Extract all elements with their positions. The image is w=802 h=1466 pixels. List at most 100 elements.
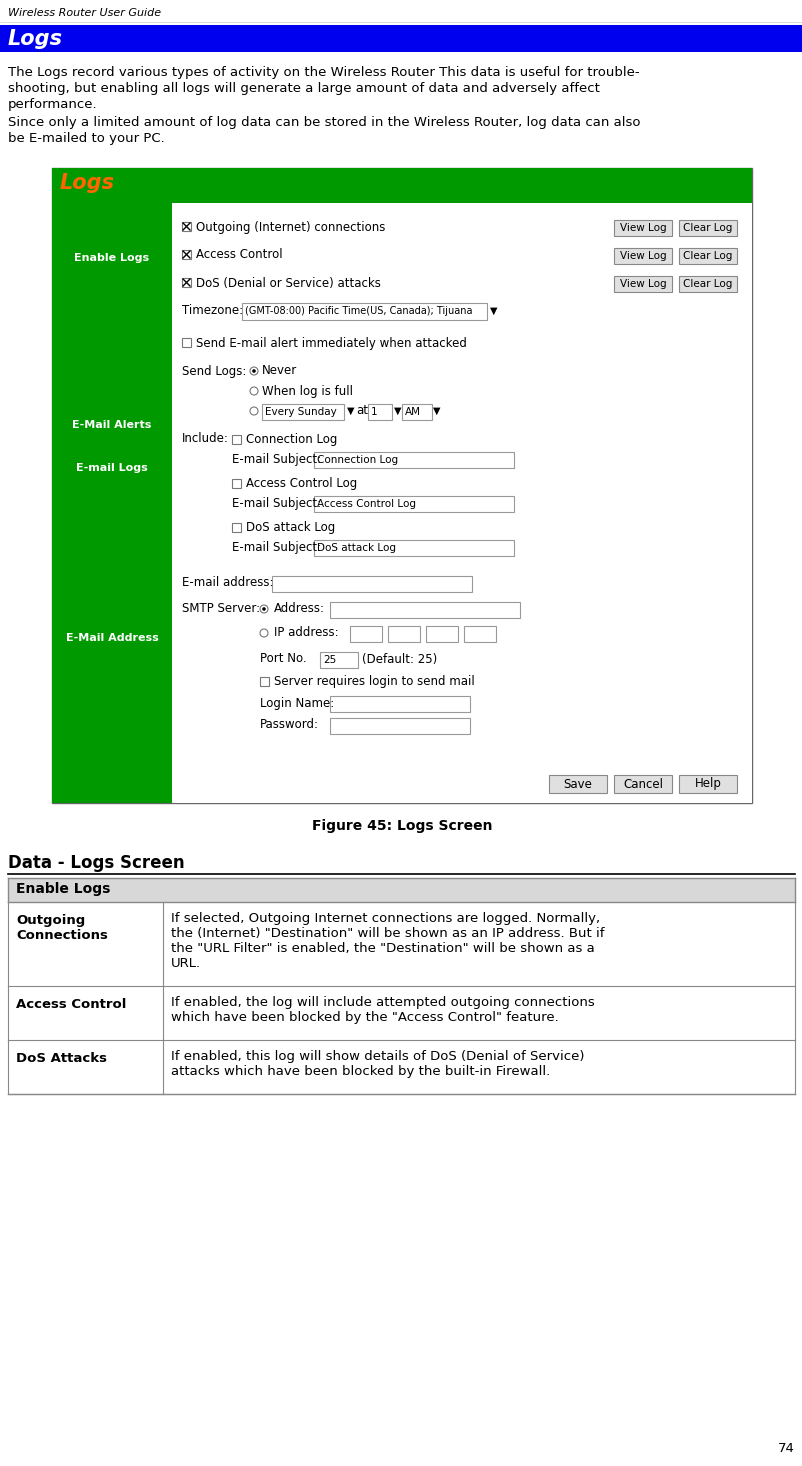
- Text: ▼: ▼: [394, 406, 401, 416]
- Text: Access Control Log: Access Control Log: [245, 476, 357, 490]
- Circle shape: [249, 387, 257, 394]
- Text: Logs: Logs: [60, 173, 115, 194]
- Bar: [549, 776, 606, 793]
- Bar: [241, 303, 486, 320]
- Text: 25: 25: [322, 655, 336, 666]
- Bar: [8, 878, 794, 902]
- Text: Server requires login to send mail: Server requires login to send mail: [273, 674, 474, 688]
- Text: Address:: Address:: [273, 603, 325, 616]
- Bar: [387, 626, 419, 642]
- Text: ▼: ▼: [346, 406, 354, 416]
- Text: View Log: View Log: [619, 279, 666, 289]
- Text: Figure 45: Logs Screen: Figure 45: Logs Screen: [311, 819, 492, 833]
- Bar: [614, 776, 671, 793]
- Bar: [314, 496, 513, 512]
- Text: DoS Attacks: DoS Attacks: [16, 1053, 107, 1064]
- Text: View Log: View Log: [619, 223, 666, 233]
- Text: performance.: performance.: [8, 98, 98, 111]
- Text: Timezone:: Timezone:: [182, 305, 243, 318]
- Text: Save: Save: [563, 777, 592, 790]
- Bar: [678, 276, 736, 292]
- Text: SMTP Server:: SMTP Server:: [182, 603, 260, 616]
- Text: DoS attack Log: DoS attack Log: [245, 520, 334, 534]
- Text: E-mail Subject:: E-mail Subject:: [232, 453, 321, 466]
- Bar: [232, 479, 241, 488]
- Text: View Log: View Log: [619, 251, 666, 261]
- Text: Access Control: Access Control: [16, 998, 126, 1012]
- Text: Since only a limited amount of log data can be stored in the Wireless Router, lo: Since only a limited amount of log data …: [8, 116, 640, 129]
- Text: Access Control: Access Control: [196, 249, 282, 261]
- Text: Enable Logs: Enable Logs: [75, 254, 149, 262]
- Text: (GMT-08:00) Pacific Time(US, Canada); Tijuana: (GMT-08:00) Pacific Time(US, Canada); Ti…: [245, 306, 472, 317]
- Text: Include:: Include:: [182, 432, 229, 446]
- Text: Outgoing (Internet) connections: Outgoing (Internet) connections: [196, 220, 385, 233]
- Bar: [260, 677, 269, 686]
- Text: E-mail Subject:: E-mail Subject:: [232, 497, 321, 510]
- Text: the "URL Filter" is enabled, the "Destination" will be shown as a: the "URL Filter" is enabled, the "Destin…: [171, 943, 594, 954]
- Text: Wireless Router User Guide: Wireless Router User Guide: [8, 7, 161, 18]
- Text: Connection Log: Connection Log: [317, 454, 398, 465]
- Circle shape: [262, 607, 265, 611]
- Text: the (Internet) "Destination" will be shown as an IP address. But if: the (Internet) "Destination" will be sho…: [171, 927, 604, 940]
- Circle shape: [260, 605, 268, 613]
- Bar: [614, 248, 671, 264]
- Bar: [182, 221, 191, 232]
- Text: be E-mailed to your PC.: be E-mailed to your PC.: [8, 132, 164, 145]
- Text: Port No.: Port No.: [260, 652, 306, 666]
- Bar: [330, 718, 469, 734]
- Bar: [614, 276, 671, 292]
- Bar: [261, 405, 343, 419]
- Bar: [52, 169, 751, 803]
- Bar: [182, 279, 191, 287]
- Bar: [52, 169, 751, 202]
- Text: Login Name:: Login Name:: [260, 696, 334, 710]
- Text: E-Mail Address: E-Mail Address: [66, 633, 158, 644]
- Text: Data - Logs Screen: Data - Logs Screen: [8, 855, 184, 872]
- Circle shape: [249, 408, 257, 415]
- Text: Never: Never: [261, 365, 297, 378]
- Text: The Logs record various types of activity on the Wireless Router This data is us: The Logs record various types of activit…: [8, 66, 639, 79]
- Bar: [330, 603, 520, 619]
- Text: When log is full: When log is full: [261, 384, 353, 397]
- Text: 74: 74: [777, 1443, 794, 1454]
- Bar: [464, 626, 496, 642]
- Text: ▼: ▼: [432, 406, 440, 416]
- Bar: [678, 776, 736, 793]
- Text: Password:: Password:: [260, 718, 318, 732]
- Text: ▼: ▼: [489, 306, 497, 317]
- Bar: [182, 339, 191, 347]
- Bar: [232, 435, 241, 444]
- Bar: [314, 539, 513, 556]
- Text: IP address:: IP address:: [273, 626, 338, 639]
- Text: Access Control Log: Access Control Log: [317, 498, 415, 509]
- Text: Logs: Logs: [8, 29, 63, 48]
- Text: E-mail Logs: E-mail Logs: [76, 463, 148, 474]
- Text: If enabled, the log will include attempted outgoing connections: If enabled, the log will include attempt…: [171, 995, 594, 1009]
- Text: URL.: URL.: [171, 957, 200, 970]
- Text: shooting, but enabling all logs will generate a large amount of data and adverse: shooting, but enabling all logs will gen…: [8, 82, 599, 95]
- Circle shape: [252, 369, 256, 372]
- Text: which have been blocked by the "Access Control" feature.: which have been blocked by the "Access C…: [171, 1012, 558, 1023]
- Circle shape: [249, 366, 257, 375]
- Text: Clear Log: Clear Log: [683, 223, 731, 233]
- Text: Outgoing
Connections: Outgoing Connections: [16, 913, 107, 943]
- Bar: [678, 248, 736, 264]
- Text: E-mail address:: E-mail address:: [182, 576, 273, 589]
- Text: Cancel: Cancel: [622, 777, 662, 790]
- Text: Send E-mail alert immediately when attacked: Send E-mail alert immediately when attac…: [196, 337, 466, 349]
- Bar: [330, 696, 469, 712]
- Bar: [182, 251, 191, 259]
- Bar: [678, 220, 736, 236]
- Text: Help: Help: [694, 777, 720, 790]
- Text: Clear Log: Clear Log: [683, 279, 731, 289]
- Text: Enable Logs: Enable Logs: [16, 883, 110, 896]
- Text: DoS (Denial or Service) attacks: DoS (Denial or Service) attacks: [196, 277, 380, 289]
- Bar: [314, 452, 513, 468]
- Bar: [172, 202, 751, 803]
- Text: Send Logs:: Send Logs:: [182, 365, 246, 378]
- Text: attacks which have been blocked by the built-in Firewall.: attacks which have been blocked by the b…: [171, 1064, 549, 1078]
- Circle shape: [260, 629, 268, 638]
- Bar: [232, 523, 241, 532]
- Bar: [52, 202, 172, 803]
- Text: Connection Log: Connection Log: [245, 432, 337, 446]
